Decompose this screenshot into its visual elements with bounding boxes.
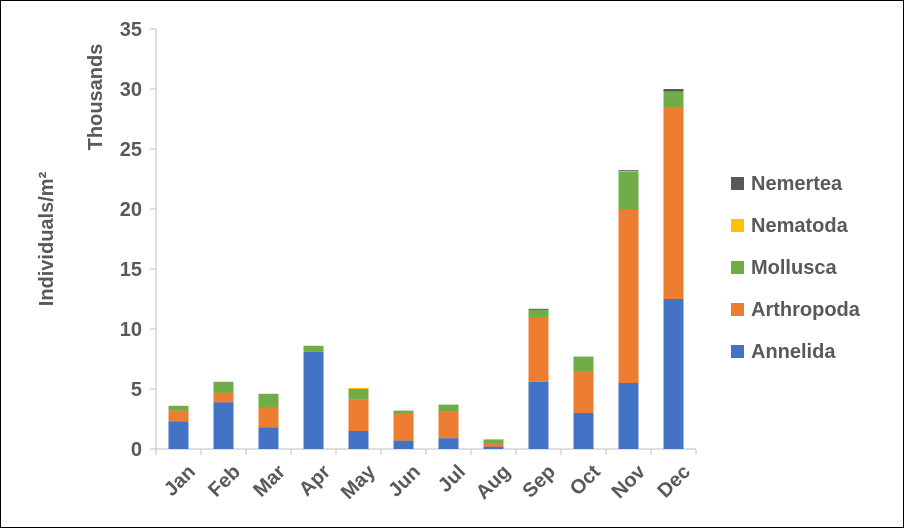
bar-segment-annelida-aug [483, 446, 504, 449]
bar-segment-arthropoda-mar [258, 407, 279, 428]
x-tick-label: Jan [160, 461, 200, 501]
legend-label-arthropoda: Arthropoda [751, 299, 861, 321]
bar-segment-arthropoda-jul [438, 411, 459, 439]
y-tick-label: 35 [120, 19, 142, 41]
bar-segment-annelida-sep [528, 381, 549, 449]
bar-segment-annelida-jul [438, 438, 459, 449]
y-tick-label: 10 [120, 319, 142, 341]
bar-segment-nemertea-nov [618, 170, 639, 172]
bar-segment-annelida-jan [168, 421, 189, 449]
y-axis-unit: Thousands [85, 44, 107, 151]
x-tick-label: Sep [518, 461, 559, 502]
legend-swatch-nematoda [731, 219, 744, 232]
bar-segment-mollusca-may [348, 389, 369, 400]
bar-segment-arthropoda-aug [483, 443, 504, 447]
bar-segment-mollusca-jul [438, 404, 459, 412]
y-tick-label: 30 [120, 79, 142, 101]
bar-segment-nemertea-dec [663, 89, 684, 92]
y-axis-title: Individuals/m² [36, 171, 58, 306]
legend-label-nemertea: Nemertea [751, 173, 843, 195]
bar-segment-mollusca-nov [618, 171, 639, 209]
y-tick-label: 25 [120, 139, 142, 161]
bar-segment-arthropoda-sep [528, 317, 549, 382]
y-tick-label: 15 [120, 259, 142, 281]
legend-label-mollusca: Mollusca [751, 257, 837, 279]
x-tick-label: May [337, 460, 381, 504]
bar-segment-mollusca-oct [573, 356, 594, 371]
bar-segment-mollusca-sep [528, 309, 549, 317]
legend-label-annelida: Annelida [751, 341, 836, 363]
bar-segment-annelida-mar [258, 427, 279, 449]
legend: Nemertea Nematoda Mollusca Arthropoda Anneli… [731, 173, 861, 363]
y-tick-label: 0 [131, 439, 142, 461]
y-axis-ticks: 0 5 10 15 20 25 30 35 [120, 19, 156, 461]
bar-segment-arthropoda-jun [393, 413, 414, 441]
x-axis-ticks: Jan Feb Mar Apr May Jun Jul Aug Sep Oct Nov Dec [155, 449, 697, 504]
legend-swatch-annelida [731, 345, 744, 358]
bar-segment-nematoda-may [348, 388, 369, 389]
x-tick-label: Mar [249, 461, 290, 502]
bar-segment-mollusca-apr [303, 345, 324, 352]
bar-segment-annelida-apr [303, 351, 324, 449]
bar-segment-annelida-oct [573, 413, 594, 449]
x-tick-label: Dec [653, 461, 695, 503]
bar-segment-nematoda-nov [618, 170, 639, 172]
x-tick-label: Feb [204, 461, 245, 502]
legend-swatch-mollusca [731, 261, 744, 274]
bar-segment-mollusca-aug [483, 439, 504, 443]
bar-segment-mollusca-mar [258, 393, 279, 407]
bar-segment-mollusca-feb [213, 381, 234, 393]
bar-segment-mollusca-dec [663, 91, 684, 107]
bar-segment-arthropoda-dec [663, 107, 684, 299]
y-tick-label: 5 [131, 379, 142, 401]
bar-segment-arthropoda-may [348, 399, 369, 431]
bar-segment-annelida-may [348, 431, 369, 449]
bar-segment-arthropoda-nov [618, 209, 639, 383]
legend-swatch-arthropoda [731, 303, 744, 316]
x-tick-label: Nov [608, 460, 651, 503]
legend-label-nematoda: Nematoda [751, 215, 849, 237]
bar-segment-annelida-nov [618, 383, 639, 449]
bar-segment-mollusca-jan [168, 405, 189, 411]
y-tick-label: 20 [120, 199, 142, 221]
x-tick-label: Aug [472, 461, 515, 504]
legend-swatch-nemertea [731, 177, 744, 190]
bar-segment-mollusca-jun [393, 410, 414, 413]
x-tick-label: Jul [434, 461, 470, 497]
bar-segment-annelida-jun [393, 440, 414, 449]
bars-group [168, 89, 684, 449]
x-tick-label: Oct [566, 461, 605, 500]
x-tick-label: Apr [295, 461, 335, 501]
bar-segment-arthropoda-oct [573, 371, 594, 413]
bar-segment-nemertea-sep [528, 308, 549, 310]
bar-segment-arthropoda-feb [213, 392, 234, 403]
bar-segment-arthropoda-jan [168, 410, 189, 422]
bar-segment-annelida-feb [213, 402, 234, 449]
x-tick-label: Jun [384, 461, 425, 502]
bar-segment-annelida-dec [663, 299, 684, 449]
